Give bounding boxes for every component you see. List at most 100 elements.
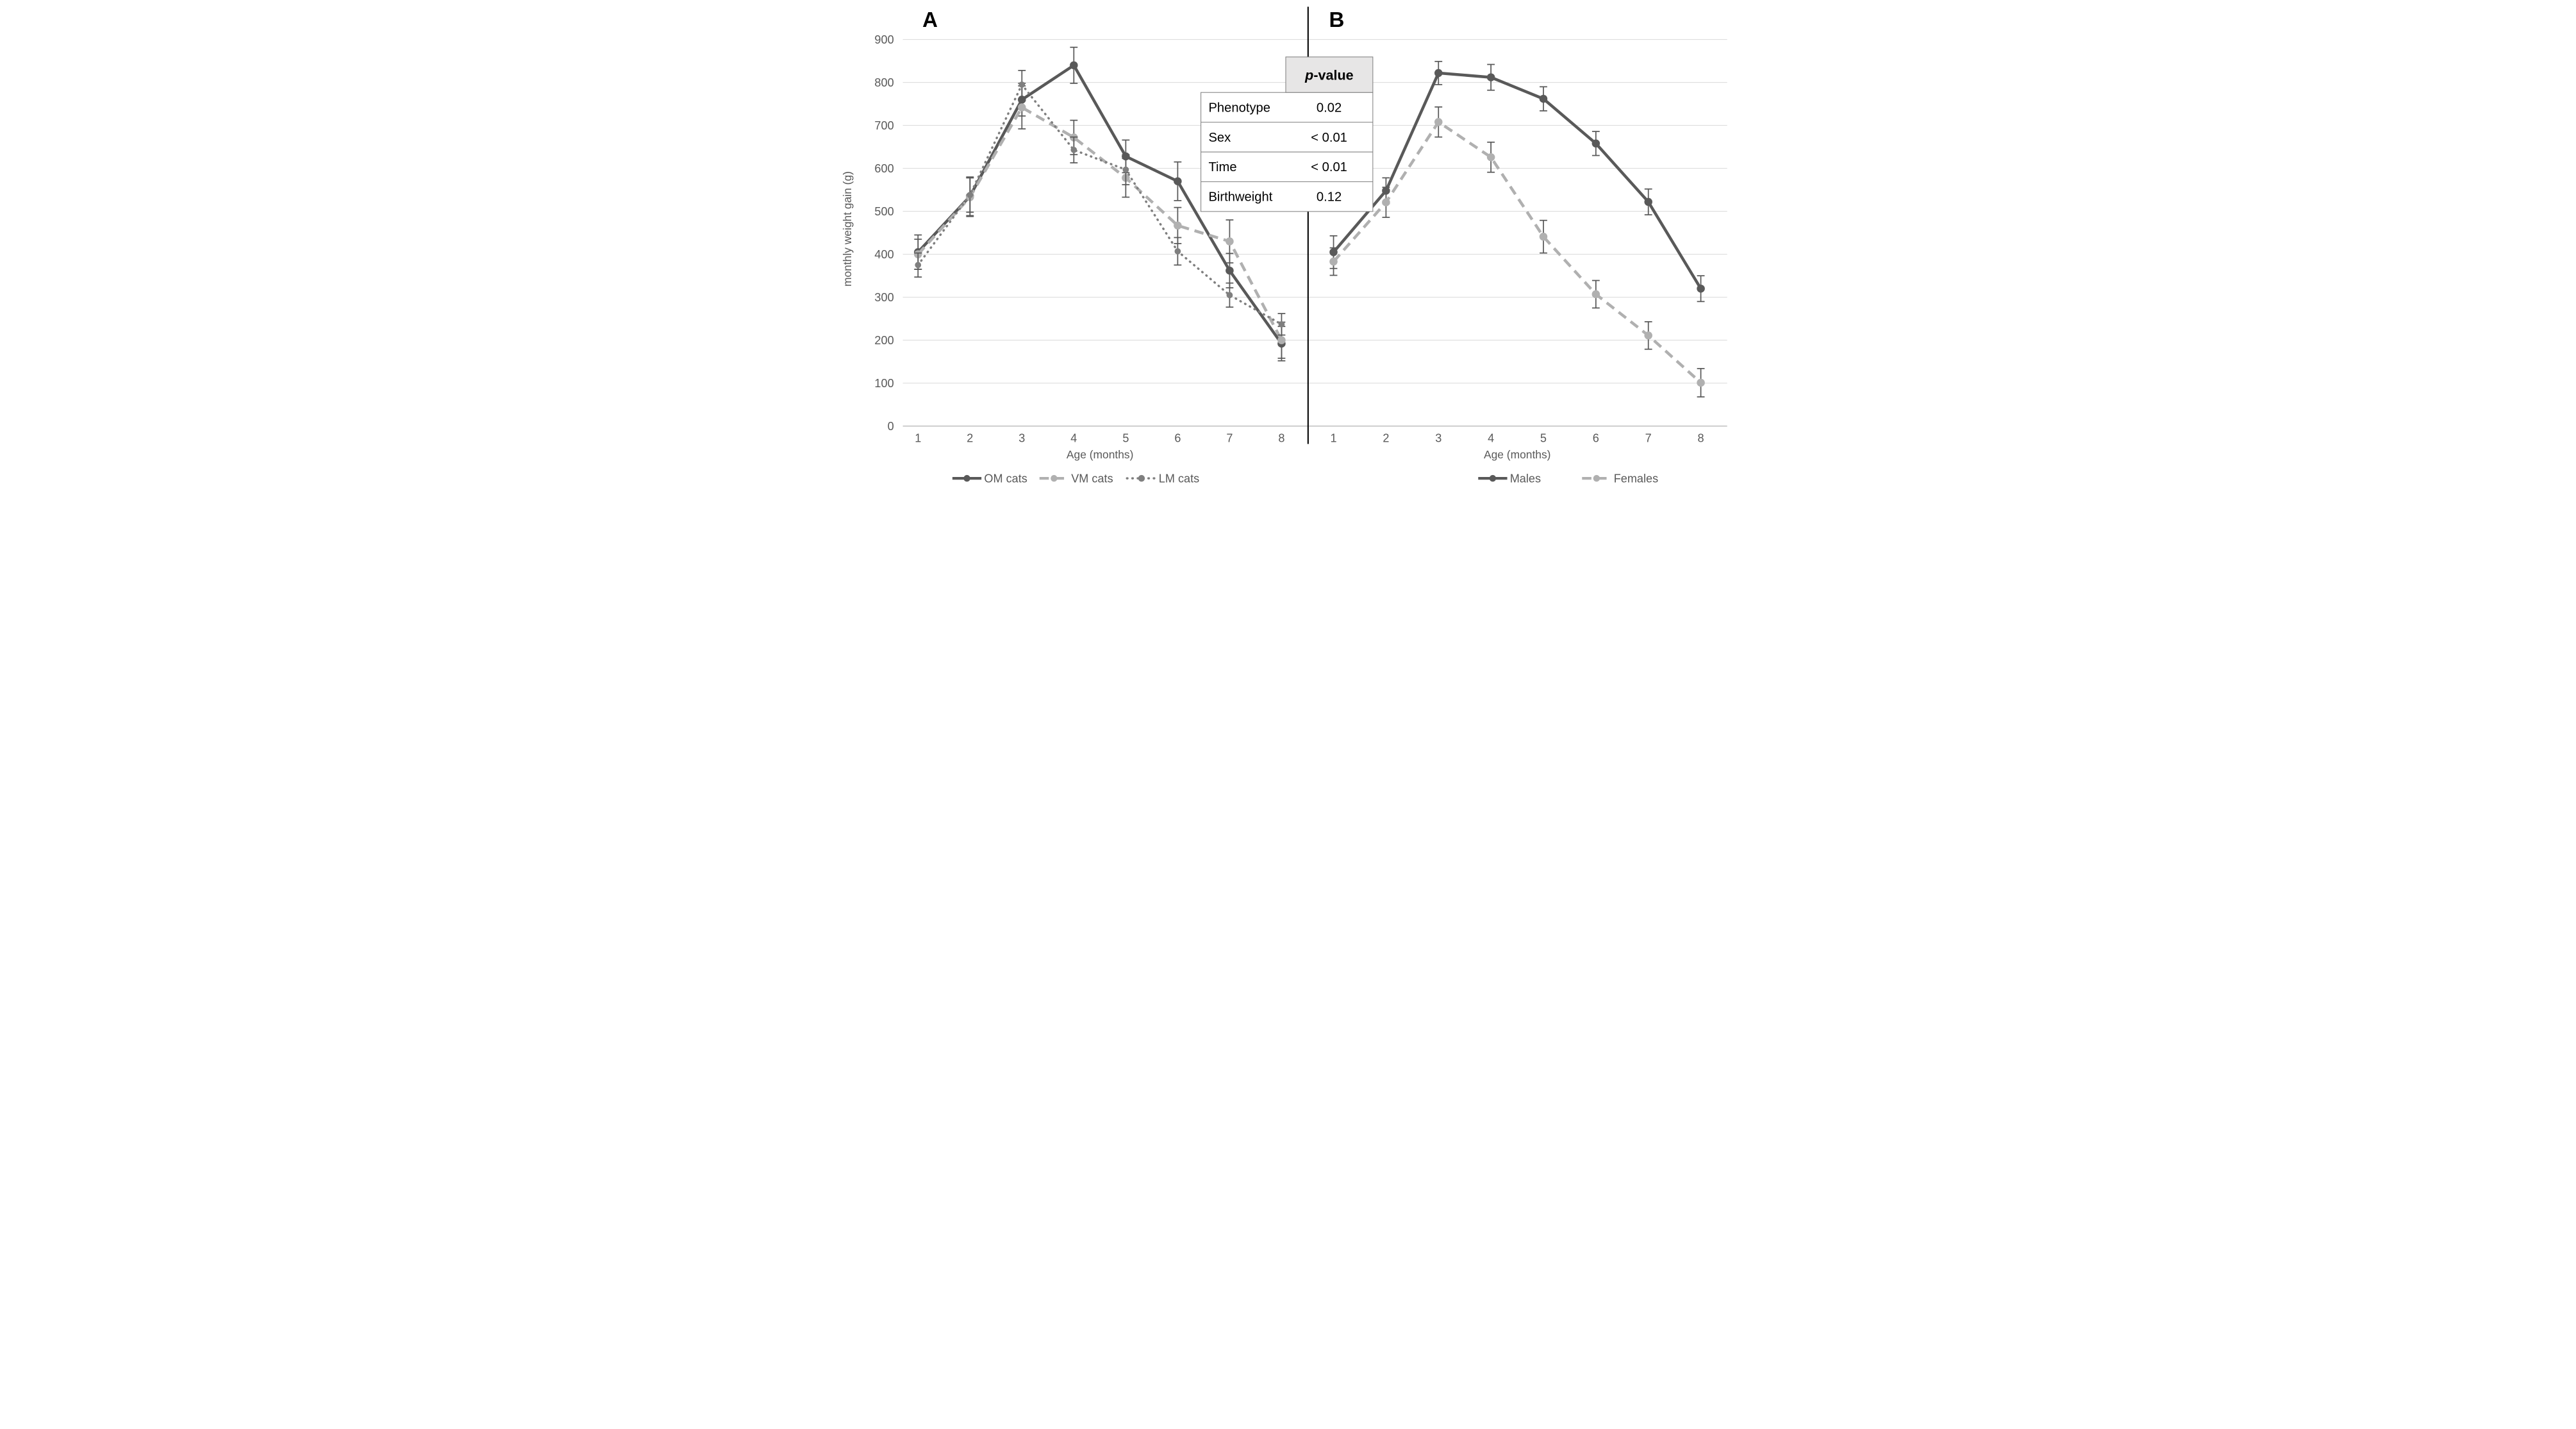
x-tick-label: 6 [1174,432,1181,445]
data-point-marker-females [1539,232,1547,241]
legend-marker [1593,474,1600,482]
y-axis-tick-labels: 0 100 200 300 400 500 600 700 800 900 [874,33,893,433]
data-point-marker-lm-cats [1174,248,1181,255]
panel-a-legend: OM cats VM cats LM cats [952,472,1199,485]
data-point-marker-lm-cats [1226,292,1233,299]
data-point-marker-males [1643,197,1652,206]
p-value-row-label: Time [1208,160,1236,174]
legend-item-lm-cats: LM cats [1126,472,1199,485]
x-axis-tick-labels: 1 2 3 4 5 6 7 8 1 2 3 4 5 6 7 8 [915,432,1704,445]
data-point-marker-lm-cats [1070,146,1077,153]
legend-marker [1050,474,1058,482]
data-point-marker-vm-cats [1277,336,1286,344]
legend-label: Males [1509,472,1540,485]
data-point-marker-lm-cats [966,192,973,199]
x-tick-label: 6 [1592,432,1599,445]
panel-b-x-axis-title: Age (months) [1483,448,1550,461]
data-point-marker-males [1486,73,1495,81]
series-line-females [1332,121,1702,384]
p-value-row-value: < 0.01 [1311,131,1347,145]
legend-item-om-cats: OM cats [952,472,1027,485]
p-value-row-label: Birthweight [1208,190,1272,205]
data-point-marker-om-cats [1225,266,1234,275]
legend-marker [1138,474,1145,482]
y-tick-label: 400 [874,248,893,261]
p-value-header-italic-p: p [1304,67,1313,83]
x-tick-label: 1 [915,432,921,445]
panel-b-label: B [1329,8,1344,32]
series-line-lm-cats [917,83,1283,326]
data-point-marker-males [1696,284,1705,293]
x-tick-label: 7 [1645,432,1651,445]
legend-label: Females [1613,472,1658,485]
p-value-table: Phenotype 0.02 Sex < 0.01 Time < 0.01 Birthwei… [1200,56,1373,212]
y-tick-label: 500 [874,205,893,218]
legend-item-females: Females [1581,472,1658,485]
figure-container: 0 100 200 300 400 500 600 700 800 900 A B monthly… [839,0,1737,498]
legend-label: LM cats [1158,472,1199,485]
growth-chart-figure: 0 100 200 300 400 500 600 700 800 900 A B monthly… [839,0,1737,498]
x-tick-label: 8 [1278,432,1284,445]
data-point-marker-lm-cats [1278,321,1284,328]
data-point-marker-males [1434,69,1443,78]
p-value-table-header-cell [1284,56,1373,93]
p-value-row-label: Phenotype [1208,101,1270,115]
y-tick-label: 700 [874,119,893,132]
data-point-marker-om-cats [1069,61,1078,70]
panel-a-series [913,46,1286,362]
y-tick-label: 800 [874,76,893,89]
data-point-marker-females [1329,257,1338,266]
legend-label: VM cats [1071,472,1113,485]
p-value-header-rest: -value [1313,67,1353,83]
p-value-table-header-text: p-value [1304,67,1354,83]
data-point-marker-males [1539,94,1547,103]
y-tick-label: 600 [874,162,893,175]
x-tick-label: 3 [1435,432,1442,445]
x-tick-label: 5 [1540,432,1546,445]
data-point-marker-lm-cats [914,262,921,269]
legend-item-vm-cats: VM cats [1039,472,1113,485]
legend-item-males: Males [1477,472,1541,485]
data-point-marker-females [1486,153,1495,162]
panel-b-legend: Males Females [1477,472,1658,485]
data-point-marker-females [1381,198,1390,206]
legend-marker [963,474,970,482]
p-value-row-label: Sex [1208,131,1231,145]
x-tick-label: 4 [1070,432,1077,445]
data-point-marker-lm-cats [1018,81,1025,88]
x-tick-label: 2 [1383,432,1389,445]
x-tick-label: 4 [1488,432,1494,445]
data-point-marker-females [1434,118,1443,126]
y-tick-label: 900 [874,33,893,46]
p-value-row-value: 0.12 [1316,190,1341,205]
y-axis-title: monthly weight gain (g) [841,171,854,287]
panel-a-label: A [922,8,938,32]
data-point-marker-om-cats [1173,177,1182,186]
x-tick-label: 7 [1226,432,1233,445]
data-point-marker-lm-cats [1122,166,1129,173]
data-point-marker-vm-cats [1173,221,1182,230]
x-tick-label: 2 [967,432,973,445]
p-value-row-value: < 0.01 [1311,160,1347,174]
panel-a-x-axis-title: Age (months) [1066,448,1133,461]
y-tick-label: 100 [874,377,893,390]
y-tick-label: 300 [874,291,893,304]
x-tick-label: 3 [1018,432,1025,445]
data-point-marker-females [1591,290,1600,299]
p-value-table-body: Phenotype 0.02 Sex < 0.01 Time < 0.01 Birthwei… [1200,92,1373,212]
x-tick-label: 5 [1122,432,1129,445]
data-point-marker-females [1696,378,1705,387]
x-tick-label: 8 [1697,432,1704,445]
series-line-vm-cats [917,106,1283,341]
y-tick-label: 0 [887,420,893,433]
data-point-marker-vm-cats [1017,103,1026,112]
data-point-marker-males [1591,139,1600,148]
panel-b-series [1329,60,1705,397]
y-tick-label: 200 [874,334,893,347]
data-point-marker-vm-cats [1225,237,1234,246]
legend-marker [1489,474,1496,482]
series-line-males [1332,71,1702,290]
data-point-marker-females [1643,331,1652,340]
p-value-row-value: 0.02 [1316,101,1341,115]
legend-label: OM cats [984,472,1027,485]
